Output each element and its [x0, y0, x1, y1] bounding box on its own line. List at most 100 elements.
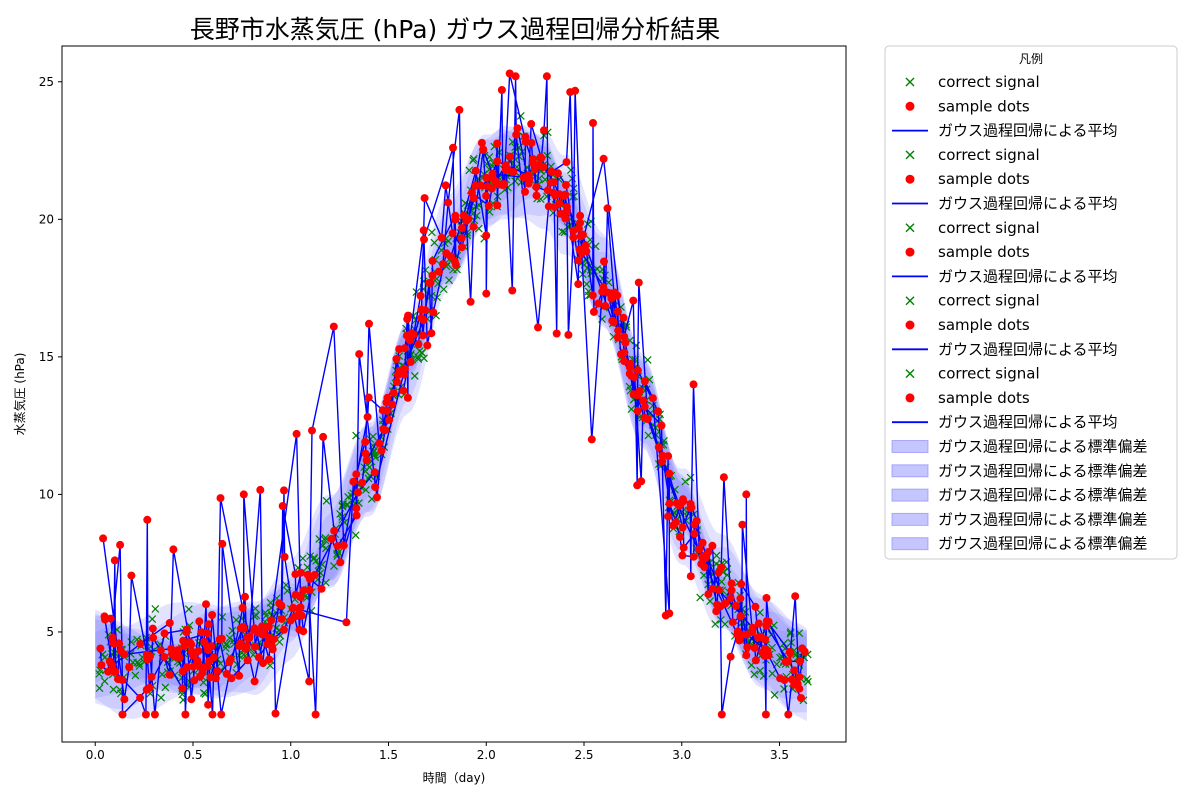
sample-dot	[562, 207, 571, 216]
correct-signal-marker	[100, 677, 109, 686]
sample-dot	[654, 443, 663, 452]
sample-dot	[264, 622, 273, 631]
sample-dot	[218, 539, 227, 548]
sample-dot	[104, 667, 113, 676]
sample-dot	[358, 478, 367, 487]
sample-dot	[400, 344, 409, 353]
sample-dot	[263, 640, 272, 649]
sample-dot	[120, 695, 129, 704]
sample-dot	[141, 710, 150, 719]
sample-dot	[790, 666, 799, 675]
sample-dot	[613, 291, 622, 300]
sample-dot	[587, 435, 596, 444]
correct-signal-marker	[321, 536, 330, 545]
sample-dot	[528, 159, 537, 168]
sample-dot	[319, 432, 328, 441]
correct-signal-marker	[135, 659, 143, 668]
sample-dot	[362, 456, 371, 465]
sample-dot	[421, 306, 430, 315]
sample-dot	[553, 169, 562, 178]
legend-entry: ガウス過程回帰による標準偏差	[891, 438, 1148, 456]
sample-dot	[441, 181, 450, 190]
sample-dot	[701, 551, 710, 560]
sample-dot	[352, 511, 361, 520]
sample-dot	[604, 288, 613, 297]
sample-dot	[194, 647, 203, 655]
sample-dot	[675, 501, 684, 510]
legend-handle-dot-icon	[905, 101, 915, 111]
legend-entries: correct signal sample dots ガウス過程回帰による平均 cor…	[891, 73, 1148, 553]
sample-dot	[678, 551, 687, 560]
sample-dot	[751, 656, 760, 665]
correct-signal-marker	[417, 348, 426, 357]
sample-dot	[289, 603, 298, 612]
sample-dot	[330, 526, 339, 535]
sample-dot	[506, 152, 514, 161]
sample-dot	[370, 468, 379, 477]
legend-handle-x-icon	[905, 296, 915, 306]
x-tick-label: 2.0	[477, 748, 496, 762]
sample-dot	[277, 601, 286, 610]
sample-dot	[200, 663, 209, 672]
sample-dot	[559, 191, 568, 200]
sample-dot	[305, 585, 314, 594]
sample-dot	[217, 634, 226, 643]
legend-entry-label: sample dots	[938, 97, 1030, 115]
legend-entry: ガウス過程回帰による標準偏差	[891, 510, 1148, 528]
correct-signal-marker	[410, 372, 419, 380]
sample-dot	[267, 616, 276, 625]
sample-dot	[136, 693, 145, 702]
sample-dot	[549, 178, 558, 187]
sample-dot	[633, 406, 642, 415]
sample-dot	[493, 157, 502, 166]
legend-entry: sample dots	[905, 243, 1030, 261]
sample-dot	[241, 592, 249, 601]
sample-dot	[609, 318, 618, 327]
sample-dot	[178, 684, 187, 693]
legend-entry: correct signal	[905, 219, 1040, 237]
sample-dot	[96, 644, 105, 653]
sample-dot	[640, 402, 649, 411]
sample-dot	[613, 307, 622, 316]
sample-dot	[785, 648, 794, 656]
correct-signal-marker	[706, 597, 714, 606]
sample-dot	[165, 670, 174, 679]
correct-signal-marker	[756, 666, 765, 675]
sample-dot	[513, 124, 522, 133]
sample-dot	[115, 639, 124, 648]
sample-dot	[619, 313, 628, 322]
sample-dot	[457, 234, 466, 243]
sample-dot	[146, 652, 155, 660]
sample-dot	[403, 393, 412, 402]
legend-entry-label: correct signal	[938, 292, 1040, 310]
sample-dot	[342, 618, 351, 627]
legend-entry-label: ガウス過程回帰による平均	[938, 340, 1118, 358]
legend-entry-label: ガウス過程回帰による標準偏差	[938, 535, 1148, 553]
correct-signal-marker	[222, 640, 231, 649]
sample-dot	[621, 338, 630, 347]
sample-dot	[795, 672, 804, 681]
plot-frame	[61, 45, 847, 743]
sample-dot	[717, 710, 726, 719]
correct-signal-marker	[802, 675, 811, 683]
sample-dot	[665, 499, 674, 508]
sample-dot	[165, 619, 174, 627]
sample-dot	[614, 326, 623, 335]
correct-signal-marker	[161, 683, 170, 692]
sample-dot	[754, 633, 763, 642]
sample-dot	[426, 278, 435, 287]
sample-dot	[469, 222, 478, 231]
legend-entry: ガウス過程回帰による平均	[892, 195, 1118, 213]
sample-dot	[308, 426, 316, 435]
sample-dot	[216, 494, 225, 503]
sample-dot	[400, 370, 409, 379]
sample-dot	[169, 545, 178, 554]
sample-dot	[787, 675, 796, 684]
sample-dot	[733, 627, 742, 636]
sample-dot	[449, 143, 457, 152]
sample-dot	[182, 628, 191, 637]
correct-signal-marker	[445, 276, 454, 285]
sample-dot	[690, 529, 699, 538]
